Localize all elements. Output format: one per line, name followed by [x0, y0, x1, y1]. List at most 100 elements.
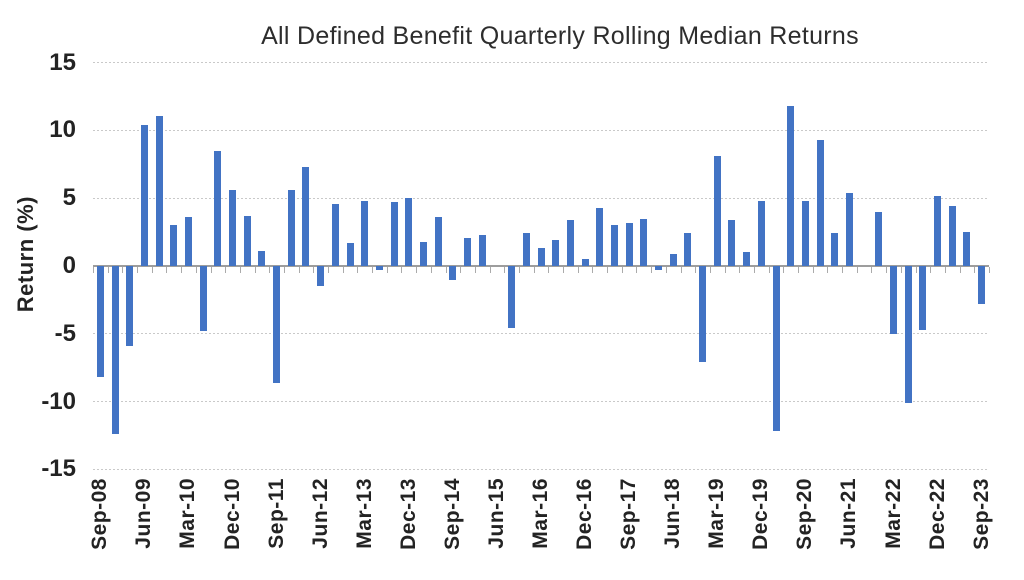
- x-axis-label-Sep-11: Sep-11: [264, 478, 288, 549]
- x-axis-tick: [342, 267, 344, 273]
- x-axis-label-Mar-19: Mar-19: [705, 478, 729, 549]
- bar-Dec-22: [934, 195, 942, 266]
- bar-Dec-17: [640, 218, 648, 266]
- bar-Jun-21: [845, 192, 853, 266]
- y-axis-tick-label: -15: [41, 455, 76, 483]
- x-axis-tick: [959, 267, 961, 273]
- x-axis-tick: [122, 267, 124, 273]
- bar-Sep-10: [214, 150, 222, 266]
- x-axis-label-Jun-18: Jun-18: [661, 478, 685, 549]
- x-axis-label-Dec-22: Dec-22: [925, 478, 949, 550]
- bar-Dec-10: [229, 190, 237, 266]
- bar-Mar-13: [361, 200, 369, 266]
- x-axis-tick: [430, 267, 432, 273]
- x-axis-label-Mar-10: Mar-10: [176, 478, 200, 549]
- bar-Mar-17: [596, 207, 604, 266]
- x-axis-tick: [269, 267, 271, 273]
- x-axis-label-Mar-22: Mar-22: [881, 478, 905, 549]
- bar-Sep-11: [273, 266, 281, 383]
- bar-Sep-09: [155, 115, 163, 266]
- bar-Mar-16: [537, 248, 545, 266]
- y-axis-tick-label: -10: [41, 387, 76, 415]
- x-axis-label-Sep-08: Sep-08: [88, 478, 112, 550]
- x-axis-tick: [827, 267, 829, 273]
- x-axis-zero-line: [93, 265, 989, 267]
- x-axis-tick: [533, 267, 535, 273]
- x-axis-tick: [239, 267, 241, 273]
- x-axis-tick: [548, 267, 550, 273]
- x-axis-tick: [944, 267, 946, 273]
- x-axis-tick: [181, 267, 183, 273]
- bar-Jun-12: [317, 266, 325, 287]
- bar-Mar-22: [890, 266, 898, 334]
- x-axis-label-Dec-16: Dec-16: [573, 478, 597, 550]
- x-axis-label-Mar-16: Mar-16: [529, 478, 552, 549]
- x-axis-label-Sep-17: Sep-17: [617, 478, 641, 550]
- bar-Jun-19: [728, 219, 736, 266]
- x-axis-tick: [137, 267, 139, 273]
- bar-Sep-20: [801, 200, 809, 266]
- x-axis-tick: [151, 267, 153, 273]
- x-axis-tick: [166, 267, 168, 273]
- bar-Mar-12: [302, 167, 310, 266]
- bar-Mar-11: [243, 215, 251, 266]
- bar-Sep-17: [625, 222, 633, 266]
- bar-Sep-08: [96, 266, 104, 378]
- bar-Dec-14: [464, 237, 472, 266]
- x-axis-tick: [460, 267, 462, 273]
- bar-Jun-13: [375, 266, 383, 271]
- bar-Sep-12: [331, 203, 339, 266]
- bar-Jun-20: [787, 106, 795, 266]
- bar-Dec-20: [816, 139, 824, 266]
- y-axis-tick-label: -5: [54, 319, 76, 347]
- y-axis-tick-label: 10: [49, 116, 76, 144]
- x-axis-tick: [651, 267, 653, 273]
- x-axis-tick: [768, 267, 770, 273]
- bar-Dec-13: [405, 198, 413, 266]
- bar-Mar-23: [948, 206, 956, 266]
- bar-Dec-21: [875, 211, 883, 266]
- x-axis-label-Sep-23: Sep-23: [969, 478, 993, 550]
- x-axis-tick: [842, 267, 844, 273]
- x-axis-label-Sep-14: Sep-14: [440, 478, 464, 550]
- bar-Dec-09: [170, 225, 178, 266]
- x-axis-tick: [724, 267, 726, 273]
- x-axis-label-Mar-13: Mar-13: [352, 478, 376, 549]
- bar-Jun-10: [199, 266, 207, 332]
- x-axis-label-Sep-20: Sep-20: [793, 478, 817, 550]
- bar-Dec-19: [757, 200, 765, 266]
- x-axis-tick: [474, 267, 476, 273]
- gridline-15: [93, 62, 989, 64]
- x-axis-tick: [856, 267, 858, 273]
- x-axis-label-Jun-15: Jun-15: [484, 478, 508, 549]
- x-axis-tick: [283, 267, 285, 273]
- gridline-10: [93, 129, 989, 131]
- x-axis-tick: [592, 267, 594, 273]
- bar-Mar-09: [126, 266, 134, 346]
- bar-Dec-11: [287, 190, 295, 266]
- bar-Sep-16: [566, 219, 574, 266]
- x-axis-tick: [386, 267, 388, 273]
- x-axis-label-Dec-13: Dec-13: [396, 478, 420, 550]
- x-axis-tick: [107, 267, 109, 273]
- y-axis-tick-label: 5: [62, 184, 76, 212]
- bar-Jun-17: [610, 225, 618, 266]
- x-axis-tick: [886, 267, 888, 273]
- x-axis-tick: [798, 267, 800, 273]
- x-axis-tick: [930, 267, 932, 273]
- x-axis-tick: [900, 267, 902, 273]
- x-axis-tick: [607, 267, 609, 273]
- x-axis-tick: [621, 267, 623, 273]
- bar-Sep-13: [390, 202, 398, 266]
- bar-Jun-16: [552, 240, 560, 266]
- x-axis-tick: [739, 267, 741, 273]
- bar-Jun-11: [258, 251, 266, 266]
- x-axis-tick: [93, 267, 94, 273]
- x-axis-tick: [871, 267, 873, 273]
- bar-Dec-08: [111, 266, 119, 435]
- bar-Sep-18: [684, 233, 692, 266]
- bar-Jun-18: [669, 253, 677, 266]
- x-axis-tick: [401, 267, 403, 273]
- gridline-5: [93, 197, 989, 199]
